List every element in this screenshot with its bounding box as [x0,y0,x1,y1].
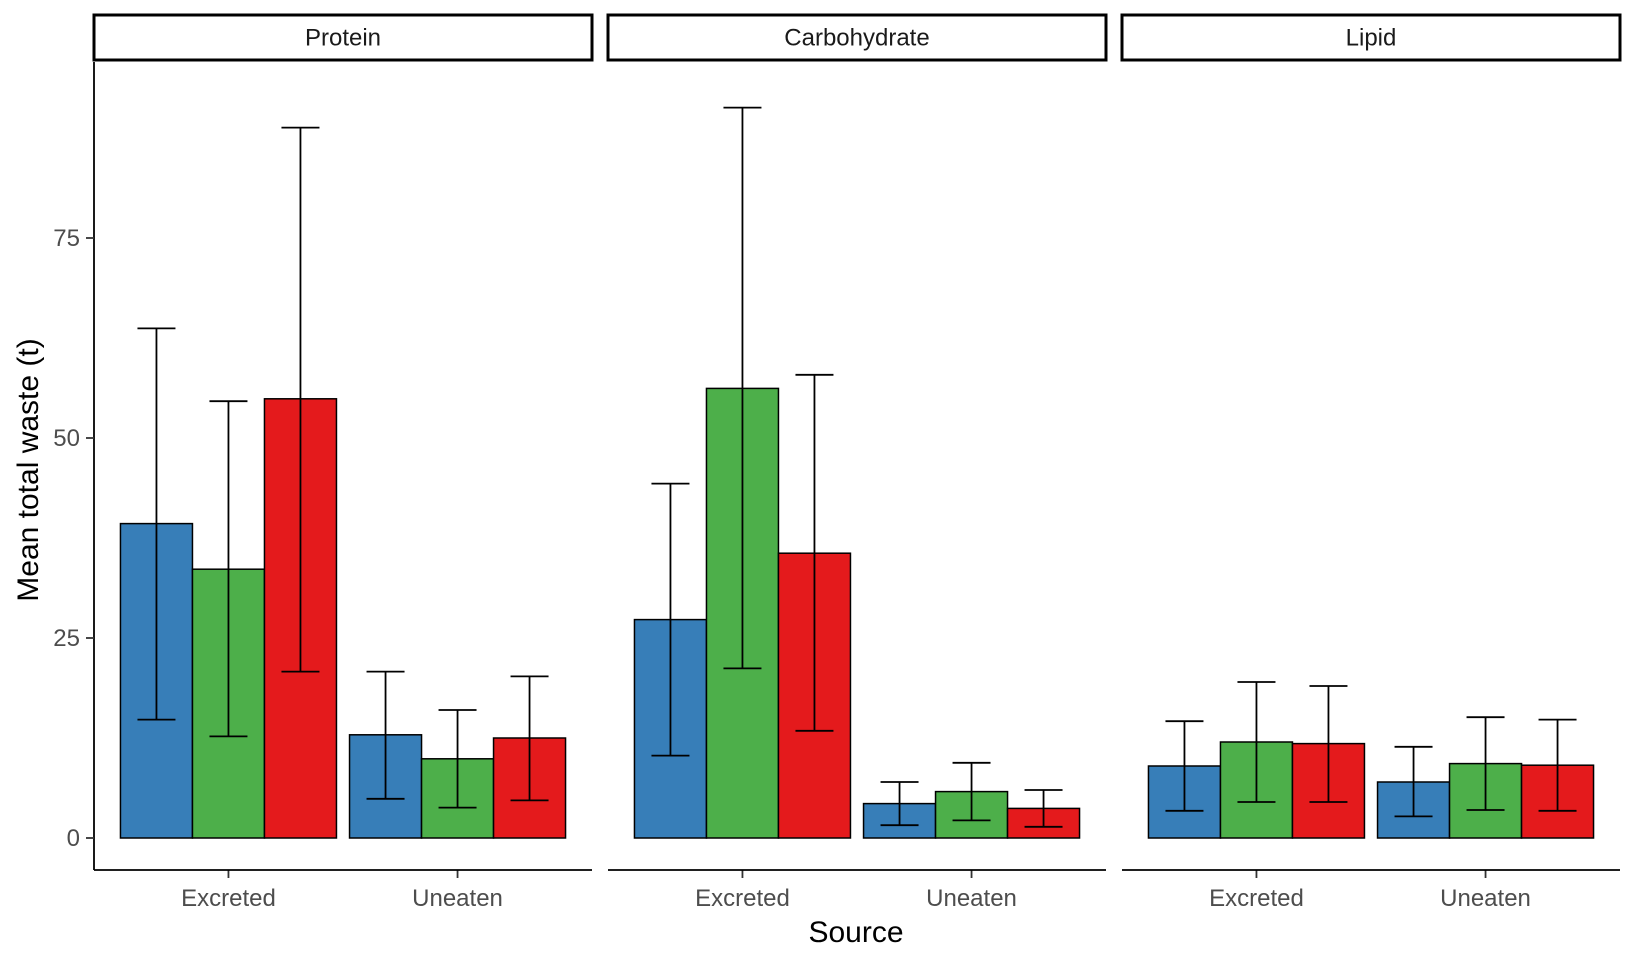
facet-strip-lipid [1120,13,1622,62]
x-tick-label: Excreted [1209,885,1304,912]
y-axis: 0 25 50 75 [53,62,95,870]
y-tick-label: 50 [53,425,80,452]
x-tick-label: Uneaten [412,885,503,912]
y-tick-label: 75 [53,225,80,252]
facet-strip-carbohydrate [606,13,1108,62]
x-tick-label: Excreted [695,885,790,912]
facet-protein: Protein Excreted Uneaten [92,13,594,912]
facet-strip-label: Lipid [1346,25,1397,52]
facet-carbohydrate: Carbohydrate Excreted Uneaten [606,13,1108,912]
y-tick-label: 25 [53,625,80,652]
x-tick-label: Uneaten [1440,885,1531,912]
facet-strip-label: Protein [305,25,381,52]
y-tick-label: 0 [67,825,80,852]
x-tick-label: Uneaten [926,885,1017,912]
x-tick-label: Excreted [181,885,276,912]
facet-strip-protein [92,13,594,62]
facet-panels: Protein Excreted Uneaten Carbohydrate Excret… [92,13,1622,912]
facet-lipid: Lipid Excreted Uneaten [1120,13,1622,912]
y-axis-title: Mean total waste (t) [12,338,45,601]
facet-strip-label: Carbohydrate [784,25,929,52]
x-axis-title: Source [808,916,903,949]
